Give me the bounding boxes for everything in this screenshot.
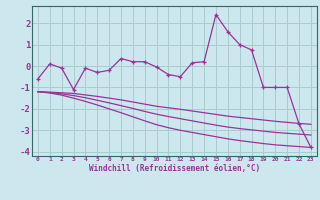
X-axis label: Windchill (Refroidissement éolien,°C): Windchill (Refroidissement éolien,°C) <box>89 164 260 173</box>
